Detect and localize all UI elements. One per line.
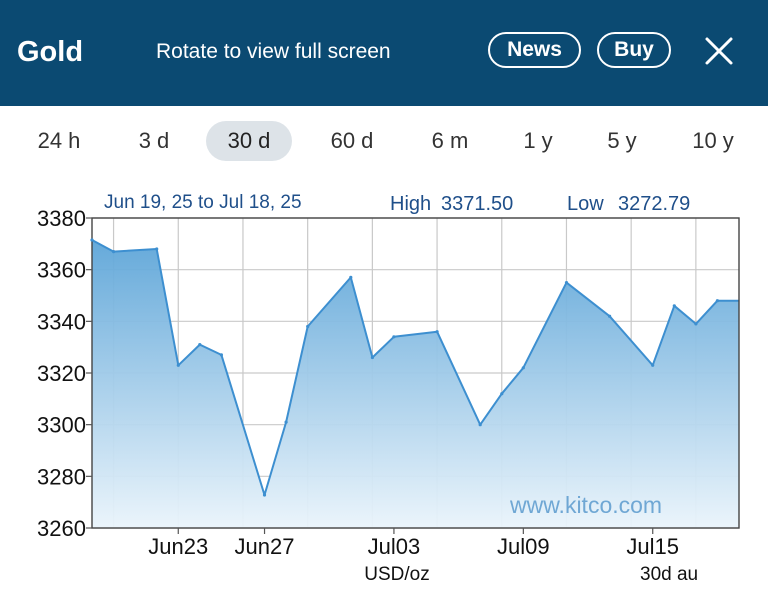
data-point	[262, 493, 267, 497]
data-point	[306, 324, 310, 329]
range-1y[interactable]: 1 y	[523, 128, 553, 153]
y-axis-ticks: 3260 3280 3300 3320 3340 3360 3380	[37, 206, 92, 541]
high-value: 3371.50	[441, 193, 513, 215]
x-axis-ticks: Jun23 Jun27 Jul03 Jul09 Jul15	[148, 528, 679, 559]
y-tick-label: 3380	[37, 206, 86, 231]
data-point	[370, 355, 374, 360]
close-icon	[705, 37, 733, 65]
x-tick-label: Jul03	[368, 534, 421, 559]
data-point	[500, 392, 504, 396]
watermark: www.kitco.com	[509, 492, 662, 518]
range-selector: 24 h 3 d 30 d 60 d 6 m 1 y 5 y 10 y	[0, 106, 768, 166]
range-6m[interactable]: 6 m	[431, 128, 469, 153]
range-60d[interactable]: 60 d	[330, 128, 374, 153]
y-tick-label: 3320	[37, 361, 86, 386]
data-point	[435, 330, 439, 334]
range-10y[interactable]: 10 y	[692, 128, 734, 153]
data-point	[672, 304, 676, 308]
range-5y[interactable]: 5 y	[607, 128, 637, 153]
data-point	[90, 238, 94, 242]
data-point	[284, 420, 288, 424]
close-button[interactable]	[700, 32, 738, 70]
low-label: Low	[567, 193, 604, 215]
data-point	[176, 363, 180, 367]
range-30d[interactable]: 30 d	[206, 121, 292, 161]
data-point	[521, 366, 525, 370]
data-point	[694, 322, 698, 326]
y-tick-label: 3280	[37, 464, 86, 489]
range-24h[interactable]: 24 h	[37, 128, 81, 153]
app-header: Gold Rotate to view full screen News Buy	[0, 0, 768, 106]
data-point	[651, 363, 655, 367]
data-point	[198, 343, 202, 347]
page-title: Gold	[17, 36, 84, 68]
data-points	[90, 238, 720, 497]
unit-label: USD/oz	[364, 564, 429, 585]
x-tick-label: Jun23	[148, 534, 208, 559]
y-tick-label: 3360	[37, 258, 86, 283]
data-point	[608, 314, 612, 318]
high-label: High	[390, 193, 431, 215]
y-tick-label: 3300	[37, 413, 86, 438]
data-point	[392, 335, 396, 339]
rotate-hint: Rotate to view full screen	[156, 40, 391, 63]
data-point	[155, 247, 159, 251]
x-tick-label: Jun27	[235, 534, 295, 559]
range-3d[interactable]: 3 d	[138, 128, 170, 153]
news-button[interactable]: News	[488, 32, 581, 68]
data-point	[715, 299, 720, 303]
buy-button[interactable]: Buy	[597, 32, 671, 68]
data-point	[219, 353, 223, 357]
date-range-label: Jun 19, 25 to Jul 18, 25	[104, 192, 302, 213]
data-point	[112, 250, 116, 254]
y-tick-label: 3260	[37, 516, 86, 541]
x-tick-label: Jul15	[626, 534, 679, 559]
y-tick-label: 3340	[37, 309, 86, 334]
data-point	[349, 275, 353, 279]
data-point	[564, 281, 569, 285]
corner-label: 30d au	[640, 564, 698, 585]
price-area	[92, 240, 739, 528]
data-point	[478, 423, 482, 427]
x-tick-label: Jul09	[497, 534, 550, 559]
low-value: 3272.79	[618, 193, 690, 215]
